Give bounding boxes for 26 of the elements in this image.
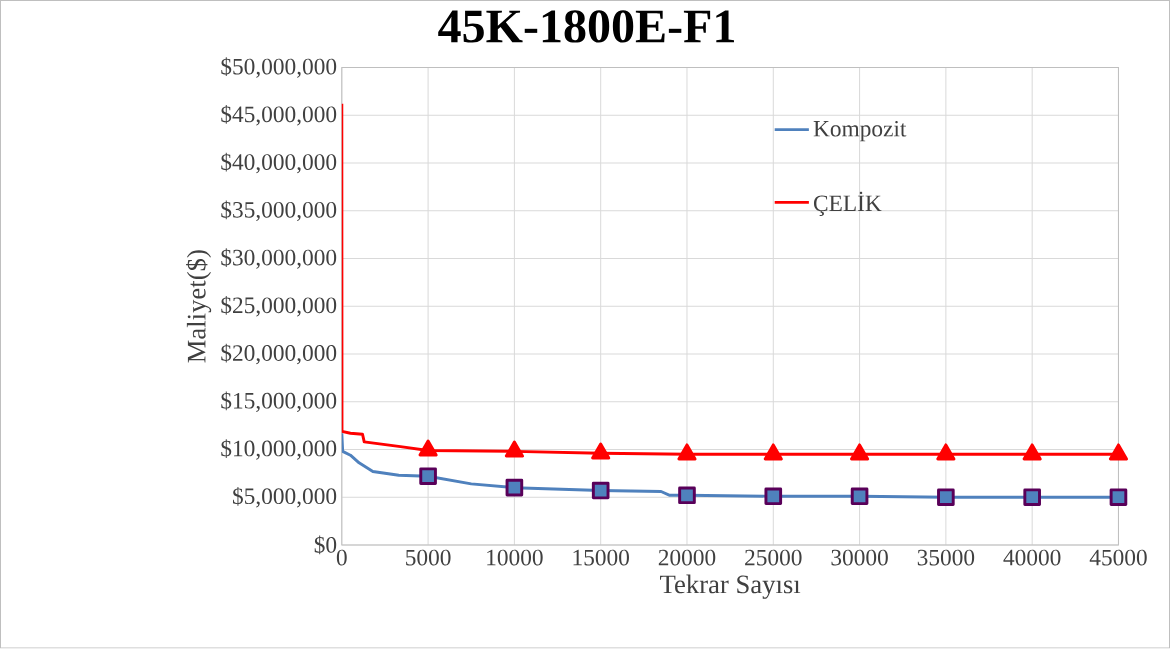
y-tick-label: $35,000,000 xyxy=(221,200,337,222)
x-tick-label: 30000 xyxy=(831,549,888,566)
x-tick-label: 45000 xyxy=(1089,549,1147,566)
x-tick-label: 40000 xyxy=(1003,549,1061,566)
y-tick-label: $0 xyxy=(314,535,337,555)
y-tick-label: $20,000,000 xyxy=(221,343,337,365)
x-tick-label: 5000 xyxy=(406,549,451,566)
x-tick-label: 10000 xyxy=(487,549,543,566)
legend-label: Kompozit xyxy=(813,121,907,142)
y-tick-label: $15,000,000 xyxy=(221,391,337,413)
chart-title: 45K-1800E-F1 xyxy=(438,10,734,43)
x-tick-label: 15000 xyxy=(573,549,629,566)
y-tick-label: $50,000,000 xyxy=(221,57,337,79)
y-tick-label: $45,000,000 xyxy=(221,105,337,126)
y-tick-label: $25,000,000 xyxy=(221,296,337,317)
y-tick-label: $40,000,000 xyxy=(221,153,337,174)
y-tick-label: $5,000,000 xyxy=(233,487,337,508)
y-axis-title: Maliyet($) xyxy=(186,250,212,363)
y-tick-label: $30,000,000 xyxy=(221,248,337,269)
x-axis-title: Tekrar Sayısı xyxy=(660,574,801,600)
y-tick-label: $10,000,000 xyxy=(221,439,337,460)
x-tick-label: 0 xyxy=(336,549,347,566)
x-tick-label: 35000 xyxy=(917,549,975,566)
x-tick-label: 20000 xyxy=(658,549,716,566)
legend-label: ÇELİK xyxy=(813,191,882,217)
x-tick-label: 25000 xyxy=(745,549,802,566)
